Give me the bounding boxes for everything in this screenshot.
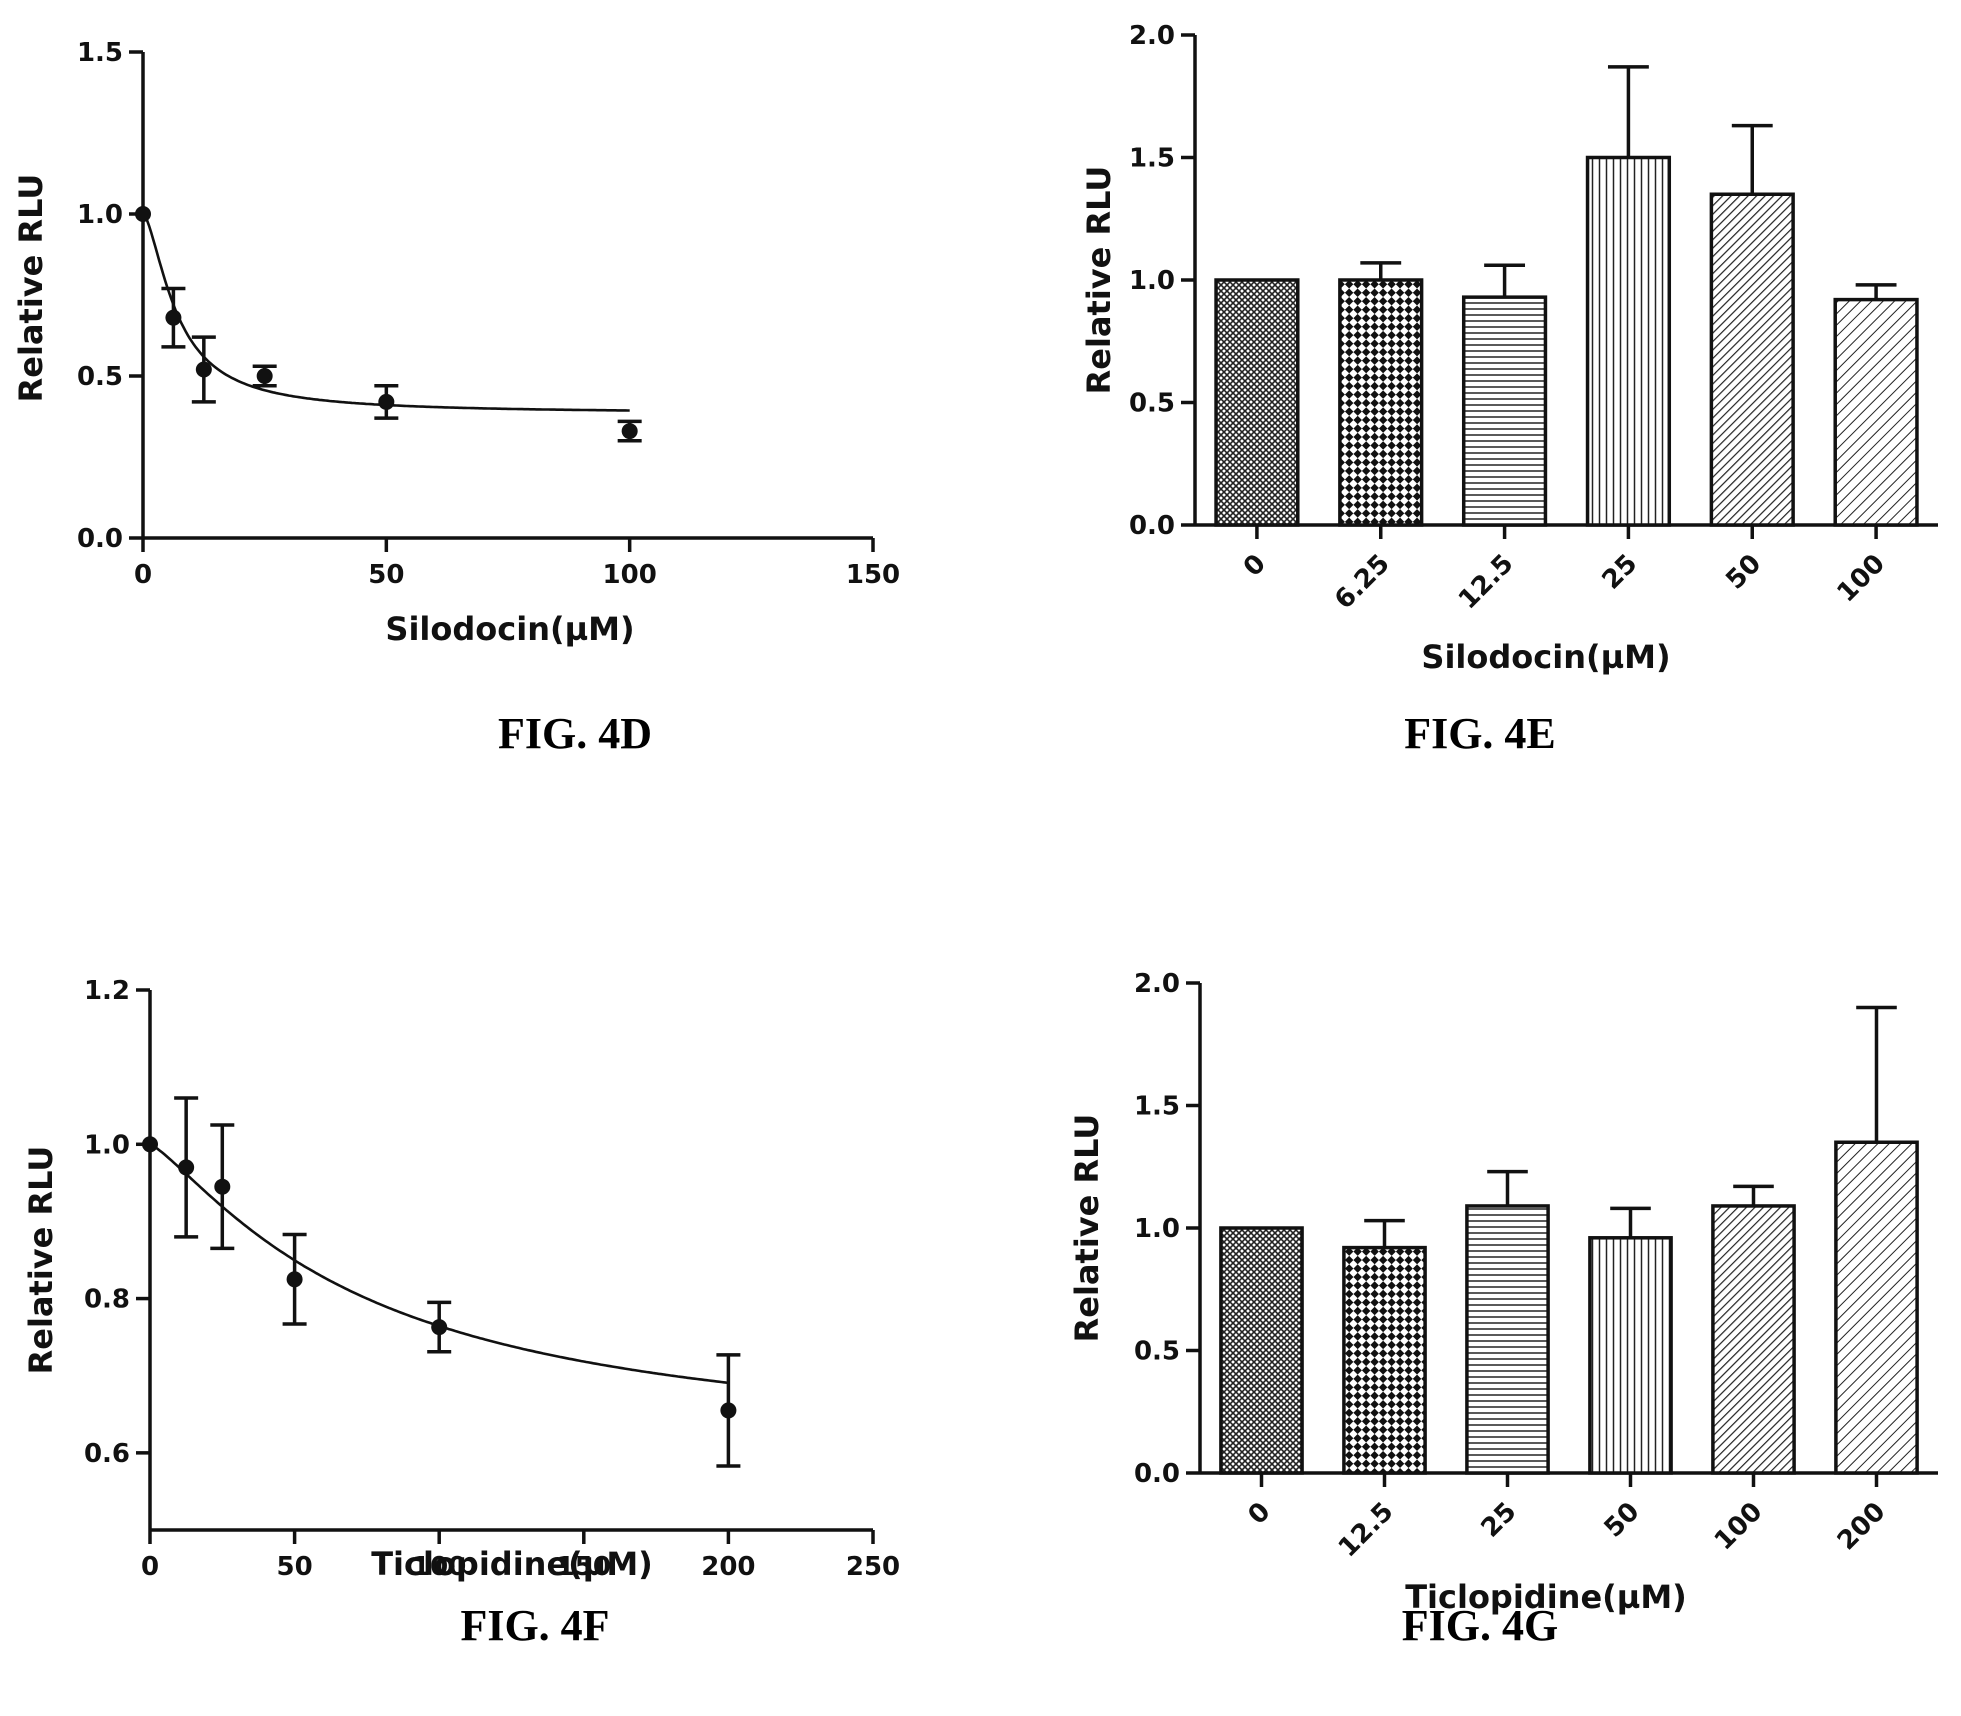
- bar: [1709, 192, 1795, 527]
- y-tick-label: 0.0: [1129, 511, 1175, 541]
- y-tick-label: 0.8: [84, 1285, 130, 1315]
- y-axis-label: Relative RLU: [12, 174, 50, 403]
- x-tick-label: 50: [1720, 549, 1767, 596]
- x-tick-label: 50: [368, 560, 404, 590]
- data-point: [378, 393, 395, 410]
- x-tick-label: 150: [557, 1552, 611, 1582]
- x-tick-label: 200: [1832, 1497, 1892, 1557]
- bar: [1465, 1204, 1550, 1475]
- figure-caption: FIG. 4G: [1402, 1601, 1558, 1650]
- y-tick-label: 1.0: [1134, 1214, 1180, 1244]
- x-tick-label: 0: [1238, 549, 1272, 583]
- bar: [1585, 155, 1672, 527]
- x-tick-label: 100: [1709, 1497, 1769, 1557]
- y-tick-label: 0.0: [77, 524, 123, 554]
- y-tick-label: 2.0: [1129, 21, 1175, 51]
- x-tick-label: 0: [134, 560, 152, 590]
- x-tick-label: 100: [412, 1552, 466, 1582]
- y-axis-label: Relative RLU: [22, 1146, 60, 1375]
- bar: [1834, 1140, 1919, 1475]
- chart-4d: 0.0 0.5 1.0 1.5 Relative RLU 0 50 100 150 Silodoc…: [12, 38, 900, 758]
- y-tick-label: 1.5: [77, 38, 123, 68]
- figure-caption: FIG. 4F: [460, 1601, 609, 1650]
- x-tick-label: 250: [846, 1552, 900, 1582]
- data-point: [256, 368, 273, 384]
- x-axis-label: Ticlopidine(µM): [1405, 1578, 1687, 1616]
- bar: [1588, 1236, 1673, 1475]
- figure-caption: FIG. 4D: [498, 709, 652, 758]
- y-tick-label: 1.5: [1134, 1092, 1180, 1122]
- data-point: [431, 1319, 448, 1336]
- x-axis-label: Ticlopidine(µM): [371, 1545, 653, 1583]
- x-axis-label: Silodocin(µM): [385, 610, 634, 648]
- y-tick-label: 1.2: [84, 976, 130, 1006]
- data-point: [178, 1159, 195, 1176]
- bar: [1833, 297, 1919, 527]
- x-tick-label: 0: [141, 1552, 159, 1582]
- data-point: [720, 1402, 737, 1419]
- data-point: [621, 423, 638, 440]
- x-tick-label: 12.5: [1453, 549, 1520, 616]
- bar: [1214, 278, 1300, 527]
- x-tick-label: 12.5: [1333, 1497, 1400, 1564]
- y-axis-label: Relative RLU: [1080, 166, 1118, 395]
- y-tick-label: 1.0: [84, 1130, 130, 1160]
- x-tick-label: 200: [701, 1552, 755, 1582]
- figure-caption: FIG. 4E: [1404, 709, 1556, 758]
- y-tick-label: 0.5: [1134, 1337, 1180, 1367]
- y-tick-label: 0.5: [1129, 389, 1175, 419]
- y-axis-label: Relative RLU: [1068, 1114, 1106, 1343]
- x-tick-label: 150: [846, 560, 900, 590]
- fit-curve: [142, 213, 630, 412]
- y-tick-label: 1.0: [1129, 266, 1175, 296]
- x-tick-label: 50: [277, 1552, 313, 1582]
- x-tick-label: 0: [1242, 1497, 1276, 1531]
- bar: [1219, 1226, 1304, 1475]
- x-tick-label: 25: [1476, 1497, 1523, 1544]
- x-tick-label: 100: [1831, 549, 1891, 609]
- data-point: [165, 309, 182, 326]
- x-tick-label: 25: [1597, 549, 1644, 596]
- chart-4g: 0.0 0.5 1.0 1.5 2.0 Relative RLU 0 12.5 25 50 100 2…: [1068, 969, 1938, 1650]
- x-tick-label: 6.25: [1329, 549, 1396, 616]
- data-point: [195, 361, 212, 378]
- y-tick-label: 0.0: [1134, 1459, 1180, 1489]
- bar: [1711, 1204, 1796, 1475]
- y-tick-label: 2.0: [1134, 969, 1180, 999]
- y-tick-label: 0.5: [77, 362, 123, 392]
- data-point: [214, 1178, 231, 1195]
- chart-4e: 0.0 0.5 1.0 1.5 2.0 Relative RLU 0 6.25 12.5 25 50…: [1080, 21, 1938, 758]
- y-tick-label: 0.6: [84, 1439, 130, 1469]
- bar: [1342, 1245, 1427, 1475]
- chart-4f: 0.6 0.8 1.0 1.2 Relative RLU 0 50 100 150 200 250 T…: [22, 976, 900, 1650]
- bar: [1461, 295, 1548, 527]
- data-point: [142, 1136, 158, 1153]
- data-point: [286, 1271, 303, 1288]
- x-tick-label: 50: [1599, 1497, 1646, 1544]
- x-axis-label: Silodocin(µM): [1421, 638, 1670, 676]
- y-tick-label: 1.0: [77, 200, 123, 230]
- y-tick-label: 1.5: [1129, 144, 1175, 174]
- x-tick-label: 100: [603, 560, 657, 590]
- bar: [1338, 278, 1424, 527]
- data-point: [135, 206, 151, 222]
